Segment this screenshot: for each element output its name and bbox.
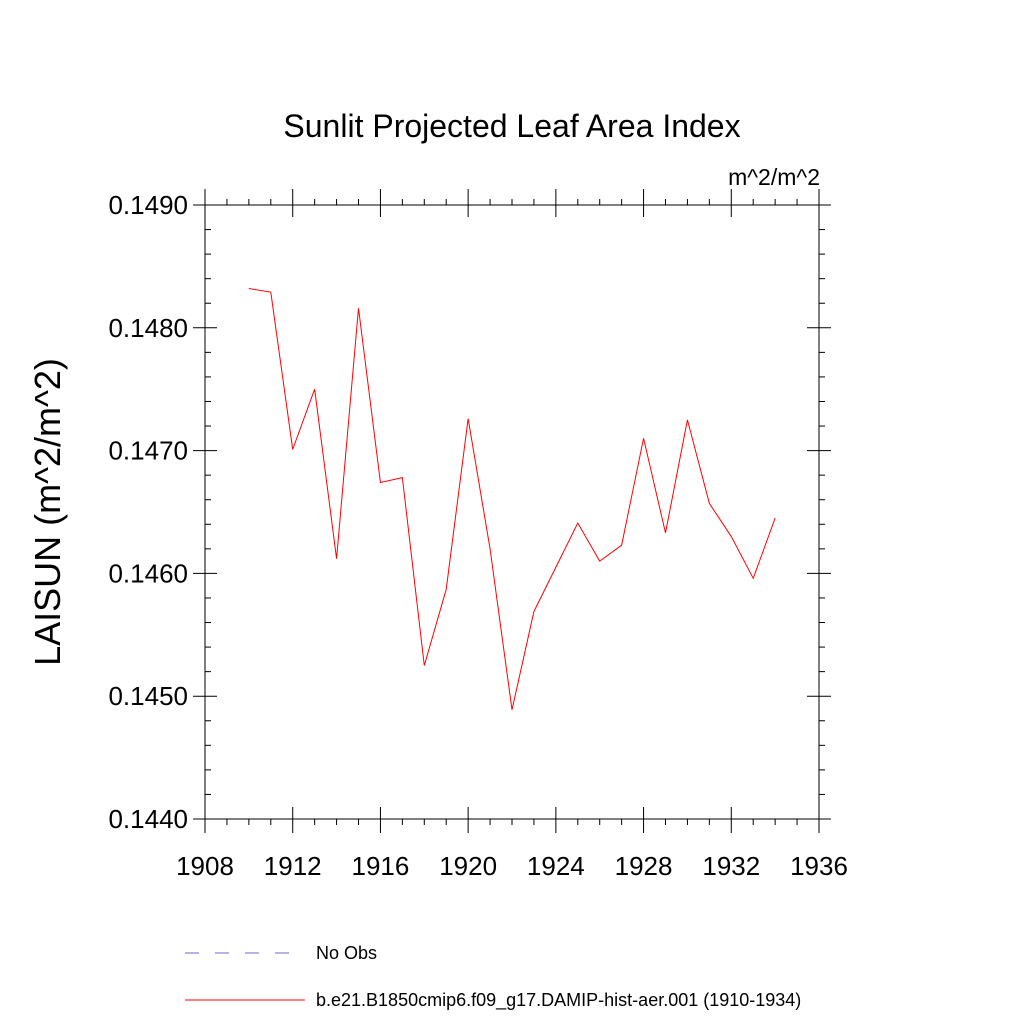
x-tick-label: 1924 bbox=[527, 851, 585, 881]
y-minor-ticks bbox=[205, 229, 825, 795]
data-point bbox=[687, 419, 688, 420]
data-point bbox=[489, 548, 490, 549]
y-tick-label: 0.1450 bbox=[108, 681, 188, 711]
data-point bbox=[511, 709, 512, 710]
legend-label-hist-aer: b.e21.B1850cmip6.f09_g17.DAMIP-hist-aer.… bbox=[316, 990, 801, 1011]
series-line-1 bbox=[248, 288, 776, 710]
units-label: m^2/m^2 bbox=[728, 164, 820, 190]
data-point bbox=[599, 561, 600, 562]
data-point bbox=[555, 567, 556, 568]
data-point bbox=[358, 308, 359, 309]
data-point bbox=[314, 389, 315, 390]
x-tick-label: 1916 bbox=[352, 851, 410, 881]
data-point bbox=[775, 518, 776, 519]
data-point bbox=[446, 589, 447, 590]
x-tick-label: 1912 bbox=[264, 851, 322, 881]
data-point bbox=[731, 536, 732, 537]
x-axis-ticks: 1908 1912 1916 1920 1924 1928 1932 1936 bbox=[176, 189, 848, 881]
data-point bbox=[248, 288, 249, 289]
data-point bbox=[336, 558, 337, 559]
y-tick-label: 0.1440 bbox=[108, 804, 188, 834]
data-point bbox=[292, 449, 293, 450]
data-point bbox=[468, 418, 469, 419]
data-point bbox=[753, 578, 754, 579]
x-tick-label: 1932 bbox=[702, 851, 760, 881]
data-point bbox=[709, 503, 710, 504]
data-point bbox=[577, 522, 578, 523]
x-tick-label: 1908 bbox=[176, 851, 234, 881]
y-tick-label: 0.1470 bbox=[108, 436, 188, 466]
series-group bbox=[248, 288, 776, 710]
x-tick-label: 1936 bbox=[790, 851, 848, 881]
legend-label-no-obs: No Obs bbox=[316, 943, 377, 963]
x-minor-ticks bbox=[226, 199, 798, 825]
y-tick-label: 0.1460 bbox=[108, 558, 188, 588]
legend: No Obs b.e21.B1850cmip6.f09_g17.DAMIP-hi… bbox=[185, 943, 801, 1011]
data-point bbox=[270, 292, 271, 293]
data-point bbox=[533, 611, 534, 612]
chart-title: Sunlit Projected Leaf Area Index bbox=[283, 108, 740, 144]
y-axis-label: LAISUN (m^2/m^2) bbox=[27, 358, 68, 666]
data-point bbox=[665, 532, 666, 533]
y-tick-label: 0.1490 bbox=[108, 190, 188, 220]
data-point bbox=[621, 545, 622, 546]
data-point bbox=[402, 477, 403, 478]
plot-frame bbox=[204, 204, 820, 820]
y-axis-ticks: 0.1440 0.1450 0.1460 0.1470 0.1480 0.1490 bbox=[108, 190, 831, 834]
data-point bbox=[380, 482, 381, 483]
y-tick-label: 0.1480 bbox=[108, 313, 188, 343]
data-point bbox=[643, 438, 644, 439]
x-tick-label: 1920 bbox=[439, 851, 497, 881]
x-tick-label: 1928 bbox=[615, 851, 673, 881]
data-point bbox=[424, 665, 425, 666]
